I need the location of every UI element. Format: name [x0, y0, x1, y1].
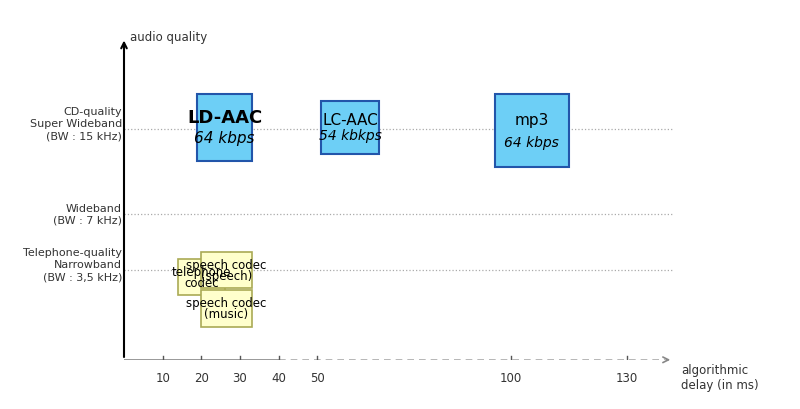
- Text: 30: 30: [233, 371, 247, 384]
- Text: 50: 50: [310, 371, 325, 384]
- Text: Narrowband: Narrowband: [54, 260, 122, 270]
- Bar: [178, 259, 225, 295]
- Bar: [202, 290, 251, 327]
- Text: CD-quality: CD-quality: [63, 106, 122, 117]
- Text: Wideband: Wideband: [66, 203, 122, 213]
- Text: speech codec: speech codec: [186, 258, 266, 272]
- Text: Telephone-quality: Telephone-quality: [23, 247, 122, 257]
- Text: 54 kbkps: 54 kbkps: [318, 129, 382, 143]
- Text: 40: 40: [271, 371, 286, 384]
- Text: (BW : 3,5 kHz): (BW : 3,5 kHz): [42, 272, 122, 282]
- Bar: [495, 95, 569, 168]
- Bar: [198, 95, 251, 161]
- Text: (music): (music): [205, 308, 249, 321]
- Text: mp3: mp3: [514, 113, 549, 128]
- Text: 64 kbps: 64 kbps: [194, 130, 254, 146]
- Text: telephone: telephone: [171, 265, 231, 278]
- Text: speech codec: speech codec: [186, 297, 266, 310]
- Text: 130: 130: [615, 371, 638, 384]
- Text: (BW : 15 kHz): (BW : 15 kHz): [46, 131, 122, 141]
- Text: LC-AAC: LC-AAC: [322, 112, 378, 128]
- Text: algorithmic: algorithmic: [681, 363, 748, 376]
- Text: audio quality: audio quality: [130, 30, 207, 43]
- Text: 100: 100: [499, 371, 522, 384]
- Bar: [321, 101, 379, 155]
- Text: LD-AAC: LD-AAC: [187, 109, 262, 127]
- Text: (speech): (speech): [201, 270, 252, 283]
- Bar: [202, 252, 251, 289]
- Text: Super Wideband: Super Wideband: [30, 119, 122, 129]
- Text: 64 kbps: 64 kbps: [505, 135, 559, 149]
- Text: delay (in ms): delay (in ms): [681, 378, 758, 391]
- Text: codec: codec: [184, 276, 218, 289]
- Text: (BW : 7 kHz): (BW : 7 kHz): [53, 215, 122, 225]
- Text: 20: 20: [194, 371, 209, 384]
- Text: 10: 10: [155, 371, 170, 384]
